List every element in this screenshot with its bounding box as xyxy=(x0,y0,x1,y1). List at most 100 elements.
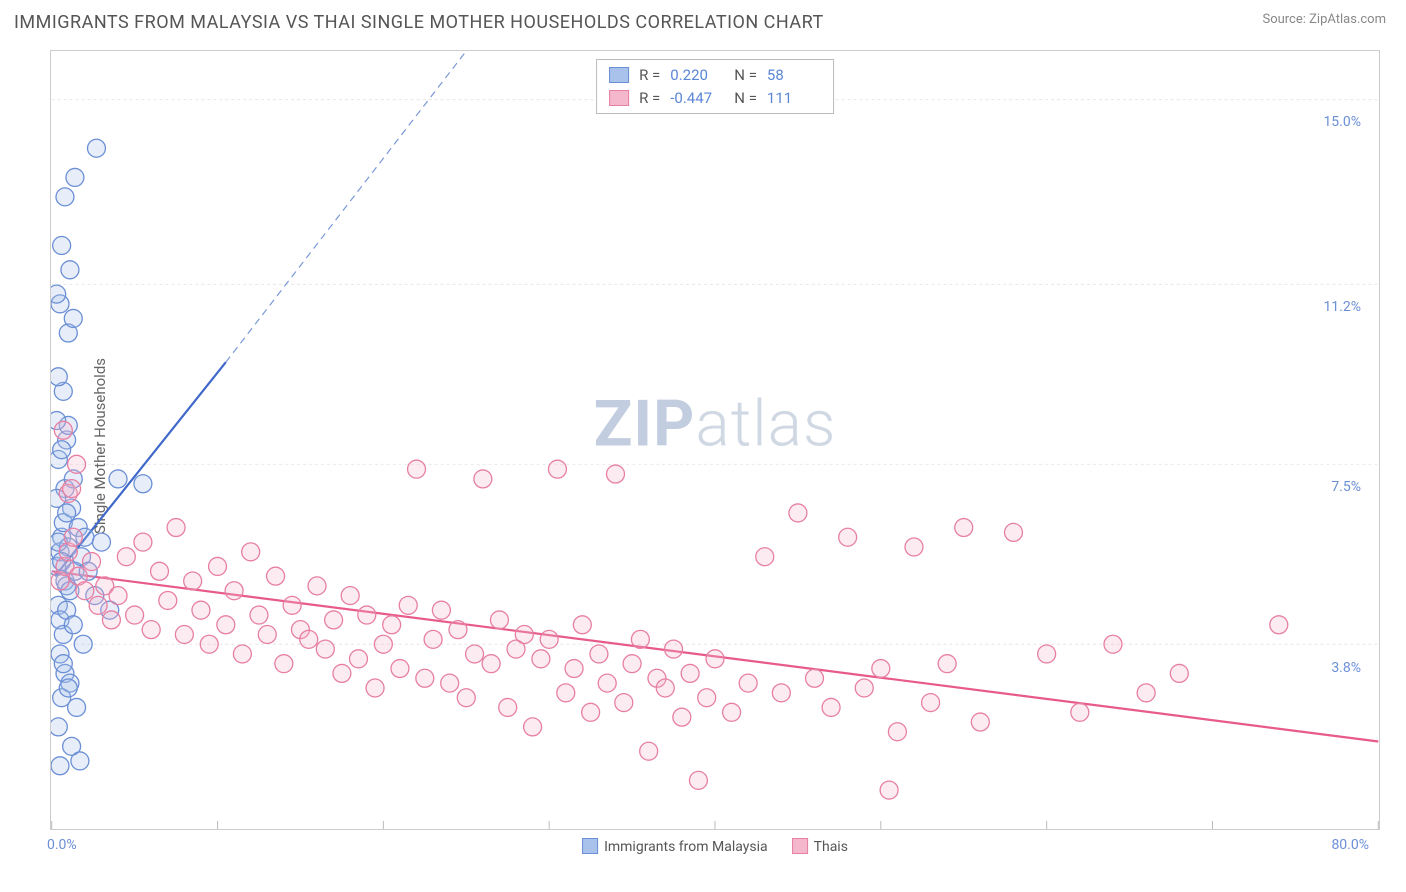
data-point-thais xyxy=(1270,616,1288,634)
data-point-thais xyxy=(209,557,227,575)
data-point-thais xyxy=(557,684,575,702)
data-point-thais xyxy=(540,630,558,648)
data-point-thais xyxy=(880,781,898,799)
data-point-malaysia xyxy=(53,237,71,255)
data-point-thais xyxy=(167,519,185,537)
legend-swatch xyxy=(792,838,808,854)
data-point-thais xyxy=(590,645,608,663)
data-point-malaysia xyxy=(51,718,67,736)
legend-row: R =0.220N =58 xyxy=(609,64,821,87)
legend-n-label: N = xyxy=(734,87,757,110)
data-point-thais xyxy=(64,528,82,546)
data-point-thais xyxy=(225,582,243,600)
scatter-plot-svg xyxy=(51,51,1379,829)
data-point-thais xyxy=(267,567,285,585)
data-point-thais xyxy=(358,606,376,624)
legend-item: Thais xyxy=(792,838,848,855)
y-tick-label: 7.5% xyxy=(1331,479,1361,495)
data-point-thais xyxy=(200,635,218,653)
data-point-thais xyxy=(631,630,649,648)
data-point-thais xyxy=(250,606,268,624)
data-point-thais xyxy=(151,562,169,580)
data-point-thais xyxy=(1137,684,1155,702)
data-point-thais xyxy=(872,660,890,678)
data-point-malaysia xyxy=(109,470,127,488)
data-point-thais xyxy=(102,611,120,629)
data-point-thais xyxy=(416,669,434,687)
data-point-malaysia xyxy=(68,698,86,716)
correlation-legend: R =0.220N =58R =-0.447N =111 xyxy=(596,59,834,114)
data-point-thais xyxy=(325,611,343,629)
data-point-thais xyxy=(665,640,683,658)
data-point-thais xyxy=(184,572,202,590)
data-point-malaysia xyxy=(58,504,76,522)
y-tick-label: 3.8% xyxy=(1331,660,1361,676)
data-point-thais xyxy=(316,640,334,658)
data-point-thais xyxy=(134,533,152,551)
legend-swatch xyxy=(582,838,598,854)
source-prefix: Source: xyxy=(1262,12,1309,27)
data-point-thais xyxy=(275,655,293,673)
data-point-thais xyxy=(739,674,757,692)
legend-n-value: 58 xyxy=(767,64,821,87)
data-point-thais xyxy=(855,679,873,697)
data-point-thais xyxy=(698,689,716,707)
data-point-thais xyxy=(83,553,101,571)
x-axis-max-label: 80.0% xyxy=(1331,837,1369,853)
data-point-malaysia xyxy=(59,679,77,697)
series-legend: Immigrants from Malaysia Thais xyxy=(582,838,848,855)
data-point-thais xyxy=(383,616,401,634)
legend-n-label: N = xyxy=(734,64,757,87)
data-point-thais xyxy=(598,674,616,692)
data-point-thais xyxy=(432,601,450,619)
data-point-thais xyxy=(905,538,923,556)
legend-r-value: -0.447 xyxy=(670,87,724,110)
data-point-malaysia xyxy=(51,757,69,775)
legend-swatch xyxy=(609,90,629,106)
source-attribution: Source: ZipAtlas.com xyxy=(1262,12,1386,27)
legend-item: Immigrants from Malaysia xyxy=(582,838,768,855)
data-point-malaysia xyxy=(51,285,66,303)
data-point-thais xyxy=(350,650,368,668)
data-point-malaysia xyxy=(66,168,84,186)
data-point-thais xyxy=(499,698,517,716)
data-point-malaysia xyxy=(61,261,79,279)
data-point-thais xyxy=(159,591,177,609)
data-point-thais xyxy=(582,703,600,721)
legend-r-label: R = xyxy=(639,87,660,110)
data-point-malaysia xyxy=(51,368,67,386)
trend-line-dashed-malaysia xyxy=(226,51,466,362)
data-point-thais xyxy=(656,679,674,697)
data-point-malaysia xyxy=(64,616,82,634)
data-point-thais xyxy=(142,621,160,639)
chart-title: IMMIGRANTS FROM MALAYSIA VS THAI SINGLE … xyxy=(14,12,824,33)
data-point-malaysia xyxy=(134,475,152,493)
data-point-thais xyxy=(233,645,251,663)
data-point-thais xyxy=(524,718,542,736)
data-point-malaysia xyxy=(74,635,92,653)
data-point-thais xyxy=(681,664,699,682)
data-point-thais xyxy=(117,548,135,566)
data-point-thais xyxy=(408,460,426,478)
data-point-thais xyxy=(789,504,807,522)
data-point-thais xyxy=(391,660,409,678)
data-point-thais xyxy=(955,519,973,537)
data-point-thais xyxy=(756,548,774,566)
data-point-thais xyxy=(615,694,633,712)
data-point-malaysia xyxy=(56,188,74,206)
data-point-thais xyxy=(971,713,989,731)
data-point-thais xyxy=(474,470,492,488)
data-point-thais xyxy=(806,669,824,687)
data-point-thais xyxy=(1005,523,1023,541)
data-point-thais xyxy=(822,698,840,716)
data-point-thais xyxy=(192,601,210,619)
data-point-thais xyxy=(1071,703,1089,721)
legend-label: Immigrants from Malaysia xyxy=(604,839,768,855)
data-point-thais xyxy=(175,626,193,644)
data-point-thais xyxy=(515,626,533,644)
y-tick-label: 11.2% xyxy=(1323,299,1361,315)
data-point-thais xyxy=(573,616,591,634)
data-point-malaysia xyxy=(64,309,82,327)
data-point-thais xyxy=(482,655,500,673)
data-point-thais xyxy=(640,742,658,760)
